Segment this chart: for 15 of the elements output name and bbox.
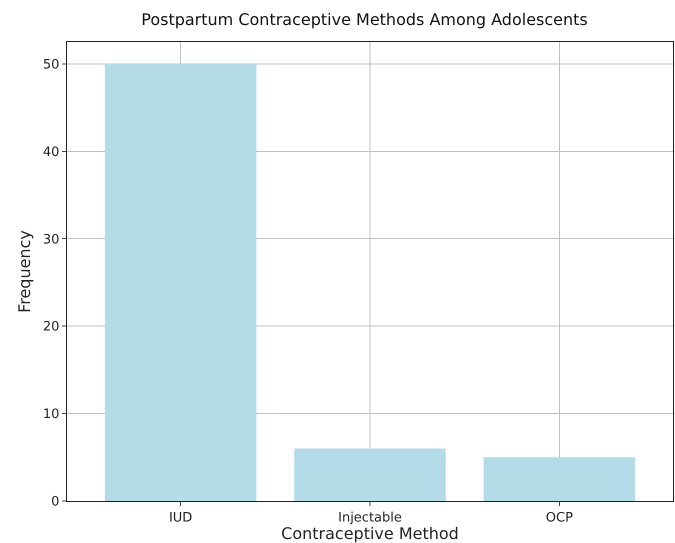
x-tick-label: IUD <box>168 510 192 526</box>
y-tick-label: 40 <box>42 144 60 160</box>
y-tick-label: 0 <box>51 494 60 510</box>
bar <box>484 457 636 501</box>
y-tick-label: 30 <box>42 232 60 248</box>
y-tick-label: 10 <box>42 407 60 422</box>
x-tick-label: Injectable <box>338 510 402 526</box>
chart-title: Postpartum Contraceptive Methods Among Adolescents <box>141 10 588 29</box>
y-tick-label: 20 <box>42 320 60 335</box>
x-axis-title: Contraceptive Method <box>281 524 459 543</box>
bar <box>294 448 446 501</box>
y-tick-label: 50 <box>42 57 60 72</box>
y-axis-title: Frequency <box>14 230 34 313</box>
x-tick-label: OCP <box>546 510 574 526</box>
bar <box>104 64 256 501</box>
